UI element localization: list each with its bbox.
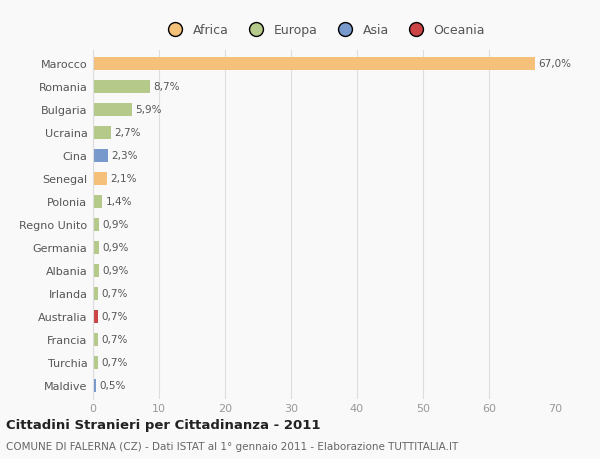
Text: 2,1%: 2,1%	[110, 174, 137, 184]
Text: 0,7%: 0,7%	[101, 289, 127, 299]
Text: 0,9%: 0,9%	[102, 243, 128, 253]
Text: 0,7%: 0,7%	[101, 358, 127, 368]
Bar	[93, 127, 111, 140]
Legend: Africa, Europa, Asia, Oceania: Africa, Europa, Asia, Oceania	[163, 24, 485, 37]
Text: 5,9%: 5,9%	[135, 105, 162, 115]
Text: 8,7%: 8,7%	[154, 82, 180, 92]
Bar	[93, 218, 99, 231]
Text: 0,7%: 0,7%	[101, 335, 127, 345]
Text: 2,3%: 2,3%	[112, 151, 138, 161]
Text: 0,9%: 0,9%	[102, 220, 128, 230]
Bar	[93, 81, 151, 94]
Bar	[93, 58, 535, 71]
Bar	[93, 310, 98, 323]
Text: 0,7%: 0,7%	[101, 312, 127, 322]
Bar	[93, 287, 98, 300]
Bar	[93, 150, 108, 162]
Text: 67,0%: 67,0%	[539, 59, 571, 69]
Bar	[93, 356, 98, 369]
Bar	[93, 264, 99, 277]
Text: 0,9%: 0,9%	[102, 266, 128, 276]
Text: 0,5%: 0,5%	[100, 381, 126, 391]
Bar	[93, 241, 99, 254]
Bar	[93, 379, 96, 392]
Bar	[93, 196, 102, 208]
Text: 1,4%: 1,4%	[106, 197, 132, 207]
Bar	[93, 333, 98, 346]
Text: 2,7%: 2,7%	[114, 128, 140, 138]
Bar	[93, 104, 132, 117]
Bar	[93, 173, 107, 185]
Text: COMUNE DI FALERNA (CZ) - Dati ISTAT al 1° gennaio 2011 - Elaborazione TUTTITALIA: COMUNE DI FALERNA (CZ) - Dati ISTAT al 1…	[6, 441, 458, 451]
Text: Cittadini Stranieri per Cittadinanza - 2011: Cittadini Stranieri per Cittadinanza - 2…	[6, 418, 320, 431]
